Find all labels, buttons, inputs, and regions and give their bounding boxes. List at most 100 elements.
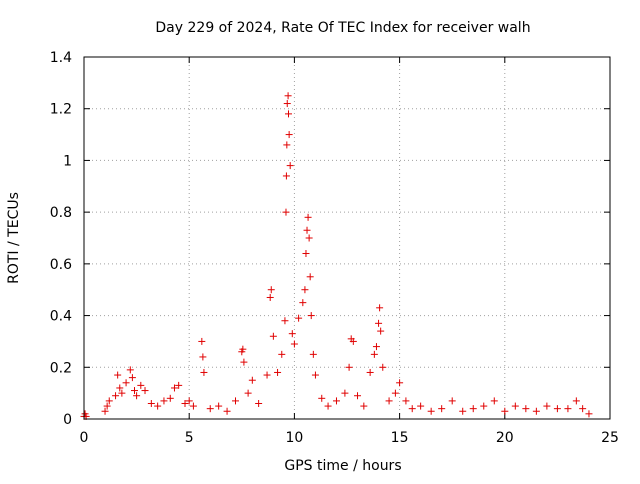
data-point (160, 397, 168, 405)
data-point (284, 92, 292, 100)
data-point (283, 141, 291, 149)
y-tick-label: 0.2 (50, 360, 72, 376)
x-tick-label: 25 (601, 430, 619, 446)
data-point (283, 100, 291, 108)
data-point (285, 110, 293, 118)
x-tick-label: 15 (391, 430, 409, 446)
data-point (304, 213, 312, 221)
data-point (469, 405, 477, 413)
data-point (137, 381, 145, 389)
data-point (480, 402, 488, 410)
data-point (288, 330, 296, 338)
y-axis-label: ROTI / TECUs (6, 192, 22, 284)
chart-title: Day 229 of 2024, Rate Of TEC Index for r… (155, 20, 530, 36)
data-point (266, 293, 274, 301)
y-tick-label: 0.6 (50, 257, 72, 273)
data-point (223, 407, 231, 415)
data-point (448, 397, 456, 405)
data-point (200, 368, 208, 376)
data-point (286, 162, 294, 170)
data-point (579, 405, 587, 413)
data-point (239, 345, 247, 353)
data-point (438, 405, 446, 413)
data-point (366, 368, 374, 376)
data-point (309, 350, 317, 358)
data-point (391, 389, 399, 397)
data-point (105, 397, 113, 405)
data-point (408, 405, 416, 413)
data-point (278, 350, 286, 358)
grid-lines (84, 57, 610, 419)
data-point (114, 371, 122, 379)
y-tick-label: 1 (63, 153, 72, 169)
x-tick-label: 10 (285, 430, 303, 446)
data-point (306, 273, 314, 281)
data-point (181, 399, 189, 407)
data-point (128, 374, 136, 382)
data-point (122, 379, 130, 387)
data-point (532, 407, 540, 415)
y-tick-label: 0 (63, 412, 72, 428)
data-point (345, 363, 353, 371)
data-point (255, 399, 263, 407)
data-point (377, 327, 385, 335)
data-point (282, 172, 290, 180)
data-point (396, 379, 404, 387)
y-tick-label: 1.2 (50, 102, 72, 118)
data-point (501, 407, 509, 415)
data-point (459, 407, 467, 415)
data-point (154, 402, 162, 410)
data-point (307, 312, 315, 320)
data-point (372, 343, 380, 351)
data-point (511, 402, 519, 410)
data-point (112, 392, 120, 400)
y-tick-label: 0.8 (50, 205, 72, 221)
x-tick-label: 5 (185, 430, 194, 446)
data-point (324, 402, 332, 410)
data-point (572, 397, 580, 405)
data-point (175, 381, 183, 389)
data-point (248, 376, 256, 384)
data-point (370, 350, 378, 358)
data-point (354, 392, 362, 400)
data-point (274, 368, 282, 376)
data-point (402, 397, 410, 405)
data-point (332, 397, 340, 405)
data-point (295, 314, 303, 322)
data-point (302, 250, 310, 258)
data-point (116, 384, 124, 392)
data-point (490, 397, 498, 405)
data-point (101, 407, 109, 415)
data-point (299, 299, 307, 307)
data-point (185, 397, 193, 405)
data-point (318, 394, 326, 402)
data-point (166, 394, 174, 402)
data-point (553, 405, 561, 413)
data-point (118, 389, 126, 397)
x-axis-label: GPS time / hours (284, 458, 401, 474)
data-point (305, 234, 313, 242)
data-point (585, 410, 593, 418)
data-point (376, 304, 384, 312)
data-point (170, 384, 178, 392)
data-point (303, 226, 311, 234)
data-point (126, 366, 134, 374)
data-point (564, 405, 572, 413)
x-tick-label: 0 (80, 430, 89, 446)
data-point (198, 337, 206, 345)
data-point (349, 337, 357, 345)
y-tick-label: 0.4 (50, 309, 72, 325)
data-point (543, 402, 551, 410)
data-points (80, 92, 593, 420)
data-point (427, 407, 435, 415)
data-point (379, 363, 387, 371)
data-point (189, 402, 197, 410)
data-point (341, 389, 349, 397)
data-point (375, 319, 383, 327)
data-point (263, 371, 271, 379)
data-point (130, 387, 138, 395)
data-point (231, 397, 239, 405)
axis-ticks: 0 5 10 15 20 25 0 0.2 0.4 0.6 0.8 1 1.2 1.4 (50, 50, 619, 446)
